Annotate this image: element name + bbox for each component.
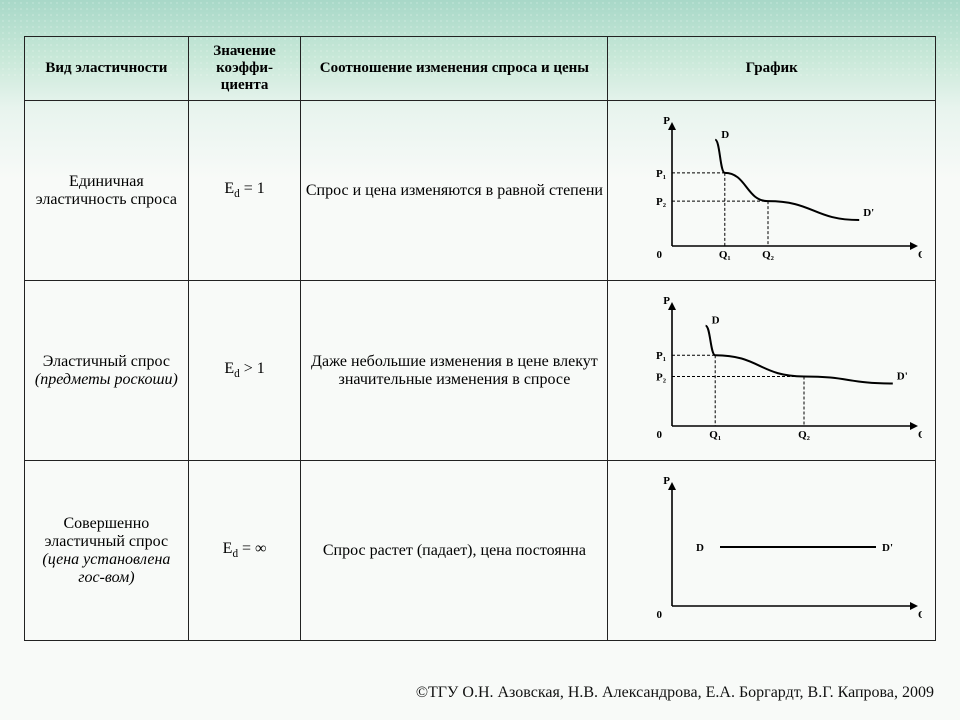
cell-chart: P Q 0 D D'	[608, 461, 936, 641]
svg-text:Q₂: Q₂	[762, 249, 775, 261]
cell-desc: Спрос растет (падает), цена постоянна	[301, 461, 608, 641]
header-relation: Соотношение изменения спроса и цены	[301, 37, 608, 101]
svg-text:P: P	[663, 296, 670, 307]
svg-text:Q: Q	[918, 429, 922, 441]
svg-text:D: D	[711, 314, 719, 326]
svg-text:D': D'	[897, 370, 908, 382]
cell-chart: P Q 0 D D' P₁ P₂ Q₁ Q₂	[608, 281, 936, 461]
svg-text:0: 0	[656, 429, 662, 441]
svg-text:Q₁: Q₁	[719, 249, 731, 261]
table-body: Единичная эластичность спроса Ed = 1 Спрос…	[25, 101, 936, 641]
table-row: Эластичный спрос (предметы роскоши) Ed > …	[25, 281, 936, 461]
svg-text:Q₁: Q₁	[709, 429, 721, 441]
svg-text:0: 0	[656, 249, 662, 261]
cell-desc: Спрос и цена изменяются в равной степени	[301, 101, 608, 281]
elasticity-table: Вид эластичности Значение коэффи-циента …	[24, 36, 936, 641]
cell-type: Совершенно эластичный спрос (цена устано…	[25, 461, 189, 641]
cell-type: Эластичный спрос (предметы роскоши)	[25, 281, 189, 461]
cell-coef: Ed = 1	[188, 101, 301, 281]
svg-text:Q₂: Q₂	[798, 429, 811, 441]
demand-chart: P Q 0 D D' P₁ P₂ Q₁ Q₂	[622, 296, 922, 446]
svg-text:P: P	[663, 476, 670, 487]
svg-text:D': D'	[882, 542, 893, 554]
type-text: Совершенно эластичный спрос (цена устано…	[42, 515, 170, 586]
svg-text:P: P	[663, 116, 670, 127]
cell-coef: Ed > 1	[188, 281, 301, 461]
coef-text: Ed = 1	[224, 180, 264, 197]
demand-chart: P Q 0 D D'	[622, 476, 922, 626]
svg-text:Q: Q	[918, 609, 922, 621]
type-text: Единичная эластичность спроса	[36, 173, 177, 208]
svg-text:P₂: P₂	[656, 196, 667, 208]
svg-text:P₁: P₁	[656, 350, 666, 362]
header-type: Вид эластичности	[25, 37, 189, 101]
svg-text:Q: Q	[918, 249, 922, 261]
coef-text: Ed = ∞	[223, 540, 267, 557]
demand-chart: P Q 0 D D' P₁ P₂ Q₁ Q₂	[622, 116, 922, 266]
svg-text:P₁: P₁	[656, 167, 666, 179]
cell-desc: Даже небольшие изменения в цене влекут з…	[301, 281, 608, 461]
coef-text: Ed > 1	[224, 360, 264, 377]
header-coef: Значение коэффи-циента	[188, 37, 301, 101]
cell-type: Единичная эластичность спроса	[25, 101, 189, 281]
type-text: Эластичный спрос (предметы роскоши)	[35, 353, 178, 388]
cell-coef: Ed = ∞	[188, 461, 301, 641]
svg-text:P₂: P₂	[656, 371, 667, 383]
table-row: Единичная эластичность спроса Ed = 1 Спрос…	[25, 101, 936, 281]
svg-text:0: 0	[656, 609, 662, 621]
svg-text:D: D	[696, 542, 704, 554]
header-chart: График	[608, 37, 936, 101]
svg-text:D': D'	[863, 207, 874, 219]
cell-chart: P Q 0 D D' P₁ P₂ Q₁ Q₂	[608, 101, 936, 281]
svg-text:D: D	[721, 128, 729, 140]
footer-credits: ©ТГУ О.Н. Азовская, Н.В. Александрова, Е…	[416, 684, 934, 702]
table-row: Совершенно эластичный спрос (цена устано…	[25, 461, 936, 641]
